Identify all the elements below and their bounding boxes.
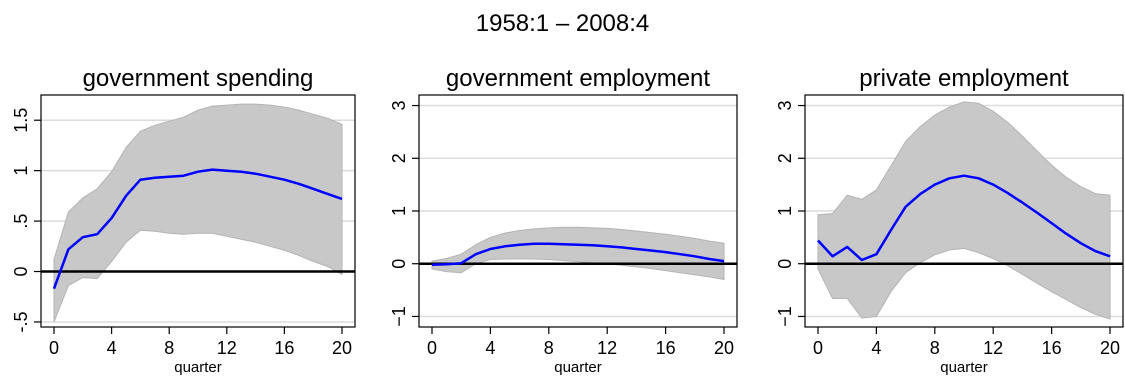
y-tick-label: 1 bbox=[389, 206, 409, 216]
y-tick-label: .5 bbox=[11, 214, 31, 229]
x-tick-label: 0 bbox=[813, 338, 823, 358]
panel-title: private employment bbox=[859, 65, 1069, 92]
x-tick-label: 4 bbox=[871, 338, 881, 358]
x-tick-label: 16 bbox=[1042, 338, 1062, 358]
x-tick-label: 20 bbox=[714, 338, 734, 358]
x-tick-label: 16 bbox=[656, 338, 676, 358]
y-tick-label: 3 bbox=[775, 101, 795, 111]
x-axis-title: quarter bbox=[554, 359, 602, 376]
x-tick-label: 0 bbox=[49, 338, 59, 358]
x-tick-label: 8 bbox=[930, 338, 940, 358]
y-tick-label: 1 bbox=[775, 206, 795, 216]
x-tick-label: 8 bbox=[164, 338, 174, 358]
y-tick-label: 0 bbox=[11, 267, 31, 277]
y-tick-label: 1 bbox=[11, 166, 31, 176]
y-tick-label: 1.5 bbox=[11, 108, 31, 133]
x-tick-label: 12 bbox=[217, 338, 237, 358]
y-tick-label: 3 bbox=[389, 101, 409, 111]
x-tick-label: 8 bbox=[544, 338, 554, 358]
x-tick-label: 16 bbox=[274, 338, 294, 358]
y-tick-label: −1 bbox=[389, 306, 409, 327]
x-tick-label: 4 bbox=[107, 338, 117, 358]
y-tick-label: -.5 bbox=[11, 311, 31, 332]
figure-title: 1958:1 – 2008:4 bbox=[475, 10, 650, 37]
y-tick-label: 2 bbox=[775, 153, 795, 163]
x-tick-label: 12 bbox=[983, 338, 1003, 358]
x-tick-label: 20 bbox=[1100, 338, 1120, 358]
y-tick-label: 2 bbox=[389, 153, 409, 163]
confidence-band bbox=[817, 101, 1111, 320]
panel-title: government employment bbox=[446, 65, 710, 92]
x-axis-title: quarter bbox=[940, 359, 988, 376]
panel-title: government spending bbox=[83, 65, 314, 92]
y-tick-label: 0 bbox=[775, 259, 795, 269]
x-axis-title: quarter bbox=[174, 359, 222, 376]
x-tick-label: 12 bbox=[597, 338, 617, 358]
x-tick-label: 20 bbox=[332, 338, 352, 358]
x-tick-label: 4 bbox=[485, 338, 495, 358]
x-tick-label: 0 bbox=[427, 338, 437, 358]
y-tick-label: −1 bbox=[775, 306, 795, 327]
plot-frame bbox=[40, 94, 356, 328]
y-tick-label: 0 bbox=[389, 259, 409, 269]
confidence-band bbox=[53, 103, 343, 323]
confidence-band bbox=[431, 226, 725, 281]
chart-panel-1: 0 4 8 12 16 20 -.5 0 .5 1 1.5 quarter government spe… bbox=[11, 65, 356, 376]
